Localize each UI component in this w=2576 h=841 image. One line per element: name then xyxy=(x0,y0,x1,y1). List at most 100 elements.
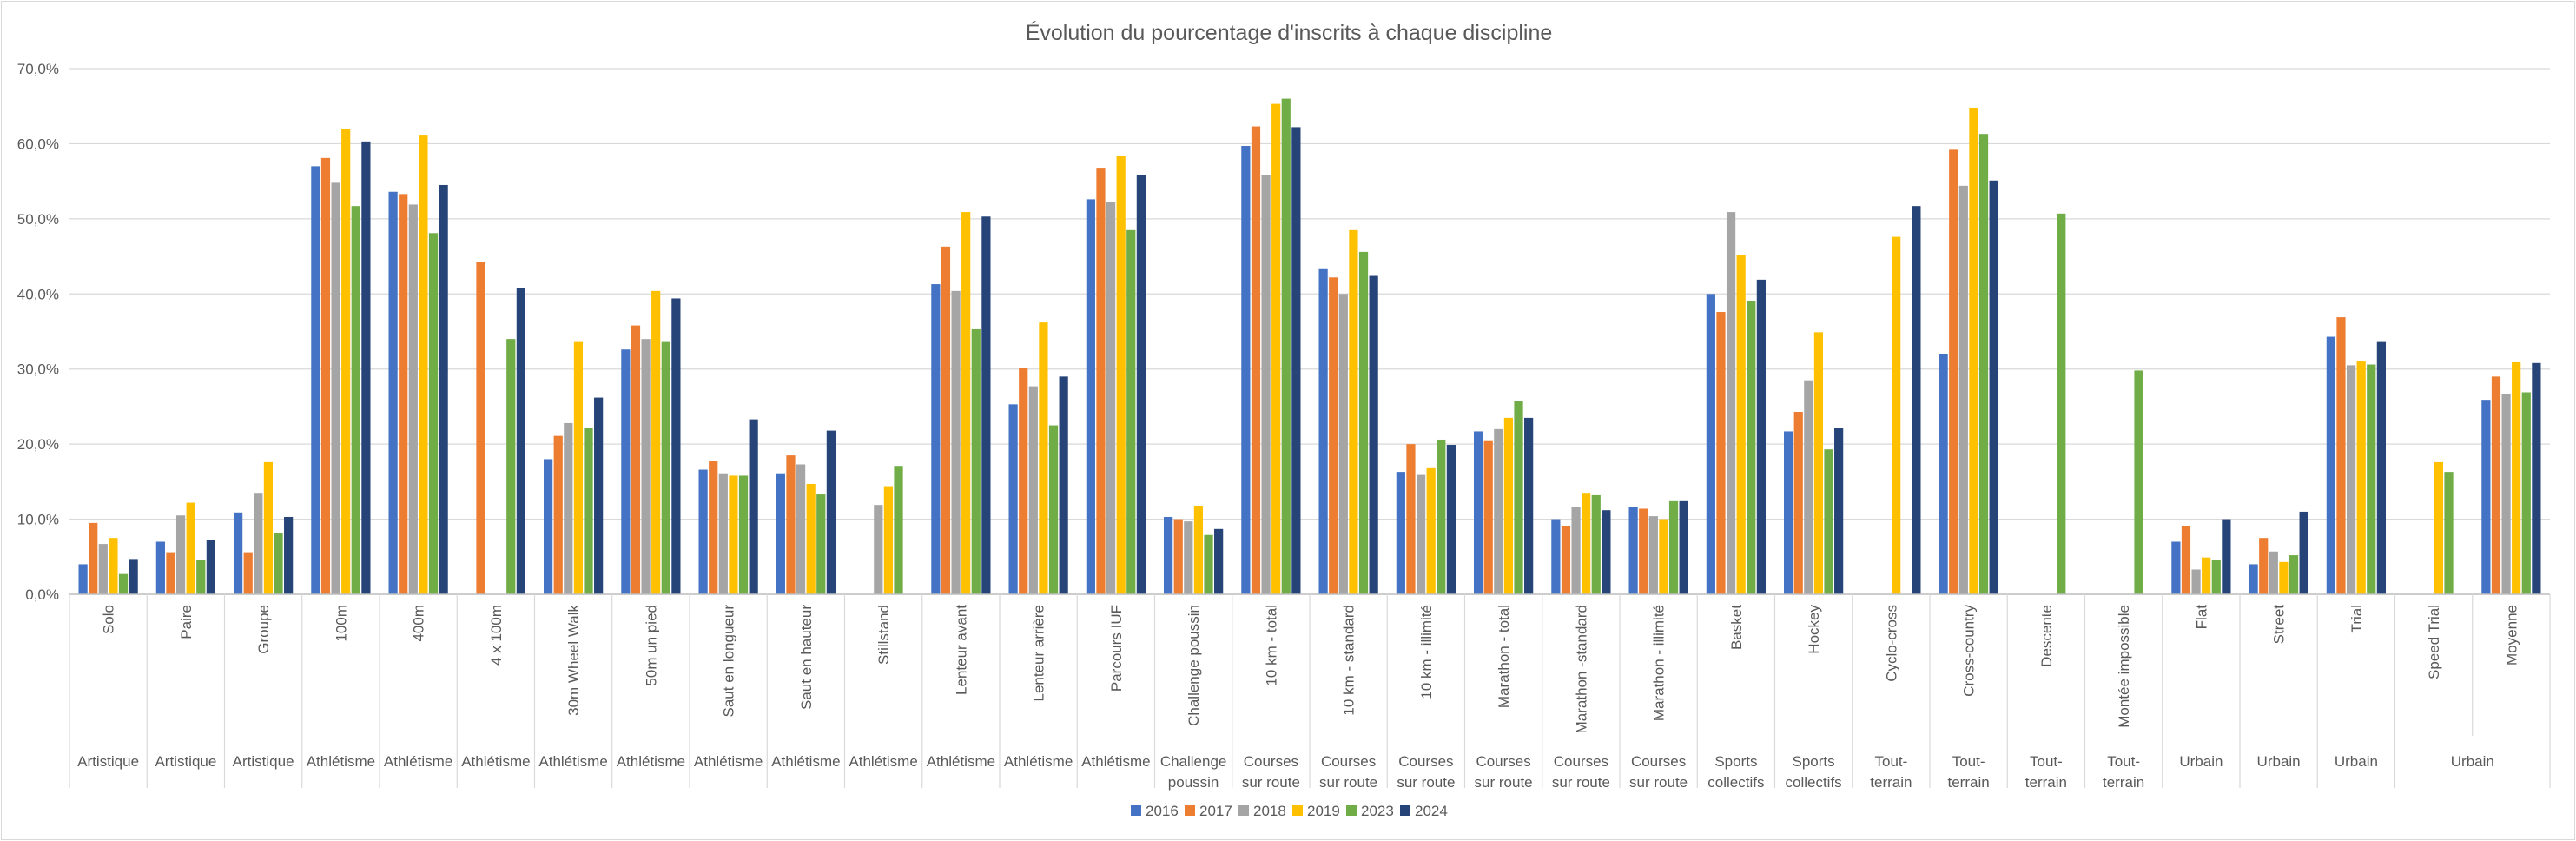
y-tick-label: 30,0% xyxy=(17,361,59,378)
bar-2023 xyxy=(1668,500,1679,594)
bar-2024 xyxy=(1446,445,1456,594)
bar-2017 xyxy=(1096,168,1106,594)
bar-2019 xyxy=(1349,229,1358,594)
bar-2018 xyxy=(1958,185,1968,594)
bar-2023 xyxy=(1358,251,1369,594)
group-label: Urbain xyxy=(2451,753,2494,770)
y-tick-label: 50,0% xyxy=(17,211,59,228)
bar-2017 xyxy=(166,552,175,594)
bar-2023 xyxy=(274,533,283,594)
bar-2023 xyxy=(971,328,981,594)
bar-2024 xyxy=(2532,362,2541,594)
bar-2018 xyxy=(2501,394,2511,594)
bar-2018 xyxy=(98,544,108,594)
category-label: Marathon -standard xyxy=(1573,605,1589,733)
bar-2023 xyxy=(1514,401,1523,594)
bar-2016 xyxy=(1474,431,1483,594)
bar-2016 xyxy=(1551,519,1561,594)
bar-2016 xyxy=(1939,354,1948,594)
bar-2023 xyxy=(584,427,593,594)
legend-swatch xyxy=(1400,805,1410,816)
bar-2023 xyxy=(1824,449,1833,594)
bar-2018 xyxy=(1494,428,1503,594)
bar-2019 xyxy=(1736,255,1746,594)
bar-2019 xyxy=(419,135,428,594)
bar-2018 xyxy=(564,422,573,594)
bar-2017 xyxy=(1639,508,1648,594)
bar-2016 xyxy=(1241,146,1251,594)
bar-2017 xyxy=(320,157,331,594)
bar-2018 xyxy=(1648,516,1658,594)
bar-2018 xyxy=(1338,294,1348,594)
bar-2023 xyxy=(661,341,670,594)
legend-label: 2018 xyxy=(1253,803,1286,819)
bar-2018 xyxy=(408,204,418,594)
bar-2017 xyxy=(1251,126,1261,595)
group-label: Courses xyxy=(1554,753,1608,770)
bar-2017 xyxy=(1406,444,1416,594)
category-label: 30m Wheel Walk xyxy=(565,605,582,716)
group-label: Courses xyxy=(1244,753,1298,770)
bar-2017 xyxy=(1793,411,1803,594)
bar-2023 xyxy=(2134,370,2143,594)
bar-2023 xyxy=(2211,560,2221,594)
bar-2019 xyxy=(1271,103,1281,595)
legend: 2016 2017 2018 2019 2023 2024 xyxy=(1131,803,1448,819)
bar-2018 xyxy=(331,182,340,594)
bar-2017 xyxy=(1173,519,1183,594)
bar-2019 xyxy=(1193,506,1204,594)
bar-2017 xyxy=(1483,440,1493,594)
group-label: Athlétisme xyxy=(538,753,607,770)
bar-2017 xyxy=(941,246,951,594)
y-tick-label: 0,0% xyxy=(25,586,59,603)
bar-2023 xyxy=(2521,392,2531,594)
bar-2018 xyxy=(718,473,728,594)
bar-2024 xyxy=(1834,427,1844,594)
y-tick-label: 10,0% xyxy=(17,512,59,528)
group-label: sur route xyxy=(1552,774,1610,791)
bar-2017 xyxy=(2491,376,2501,594)
bar-2023 xyxy=(1747,301,1756,594)
bar-2017 xyxy=(2259,538,2269,594)
group-label: Sports xyxy=(1714,753,1757,770)
bar-2024 xyxy=(361,141,371,595)
bar-2024 xyxy=(1059,376,1068,594)
category-label: Hockey xyxy=(1806,605,1822,654)
bar-2017 xyxy=(243,552,253,594)
bar-2019 xyxy=(186,502,195,594)
bar-2024 xyxy=(1602,510,1611,594)
bar-2023 xyxy=(816,494,826,594)
y-axis-ticks: 0,0% 10,0% 20,0% 30,0% 40,0% 50,0% 60,0% 70,0% xyxy=(17,61,59,603)
bar-2019 xyxy=(109,538,118,594)
category-label: Basket xyxy=(1728,605,1745,650)
group-label: collectifs xyxy=(1707,774,1764,791)
bar-2019 xyxy=(1582,493,1591,594)
bar-2016 xyxy=(234,512,243,594)
bar-2019 xyxy=(729,475,738,594)
bar-2016 xyxy=(311,166,320,595)
category-label: Flat xyxy=(2193,605,2209,630)
category-label: Groupe xyxy=(255,605,272,654)
group-label: Athlétisme xyxy=(694,753,763,770)
bar-2024 xyxy=(1136,175,1146,595)
bar-2019 xyxy=(1116,156,1126,594)
legend-label: 2024 xyxy=(1415,803,1448,819)
group-label: Sports xyxy=(1793,753,1835,770)
bar-2024 xyxy=(826,430,836,594)
bar-2018 xyxy=(951,290,961,594)
group-label: sur route xyxy=(1242,774,1300,791)
group-label: Tout- xyxy=(1875,753,1908,770)
y-tick-label: 60,0% xyxy=(17,136,59,152)
bar-2016 xyxy=(2249,564,2258,594)
y-tick-label: 70,0% xyxy=(17,61,59,77)
bar-2018 xyxy=(796,464,806,594)
bar-2019 xyxy=(2356,361,2366,594)
chart-title: Évolution du pourcentage d'inscrits à ch… xyxy=(1026,20,1553,45)
group-label: Athlétisme xyxy=(1081,753,1150,770)
bar-2018 xyxy=(1726,212,1736,594)
bar-2024 xyxy=(594,397,604,594)
group-label: poussin xyxy=(1168,774,1219,791)
category-label: Cyclo-cross xyxy=(1883,605,1899,682)
bar-2017 xyxy=(2181,526,2191,594)
